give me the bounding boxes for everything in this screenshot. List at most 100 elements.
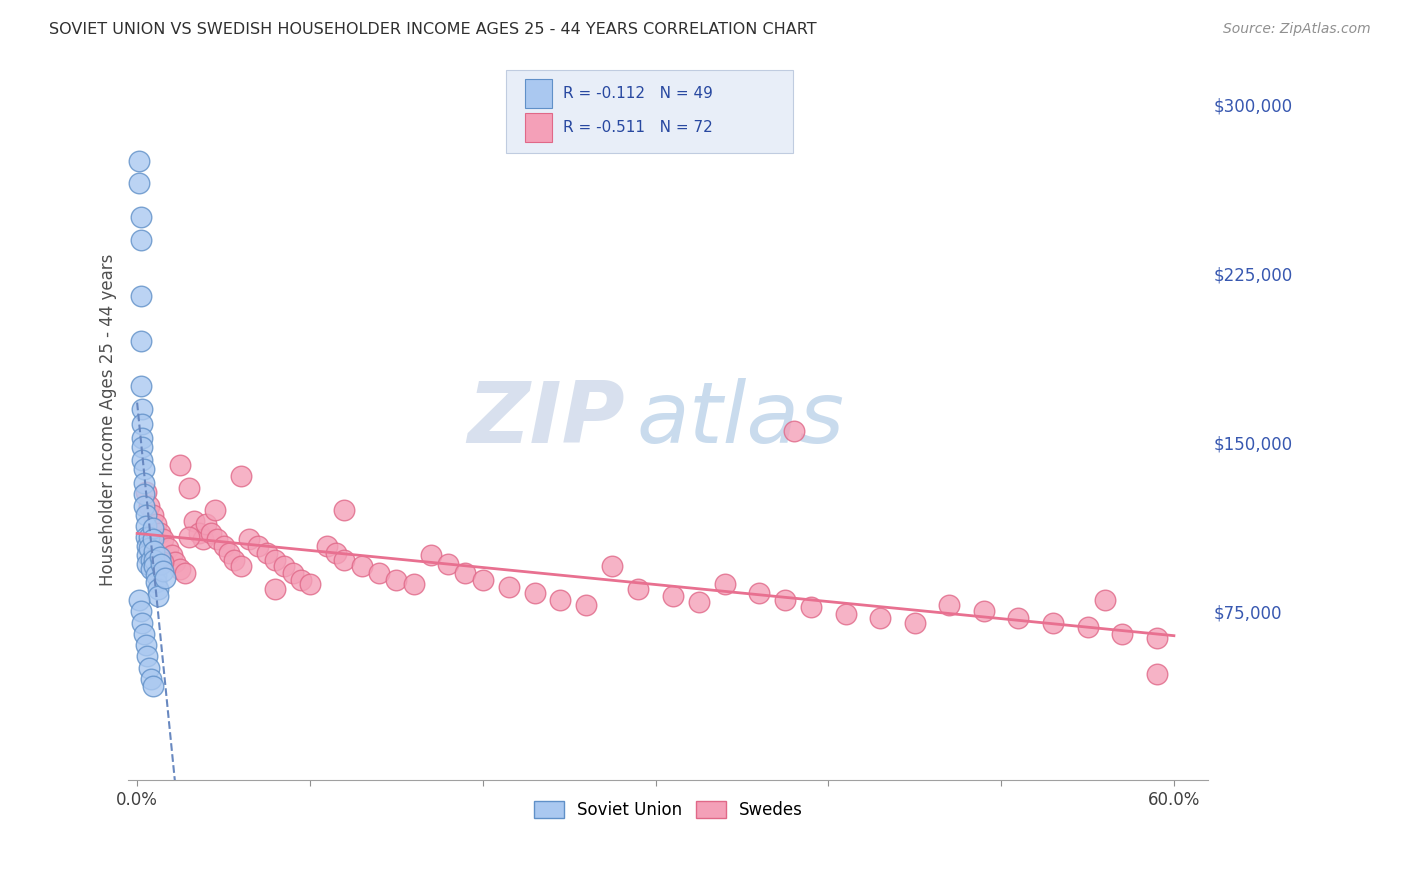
FancyBboxPatch shape <box>524 79 551 108</box>
Point <box>600 559 623 574</box>
Point <box>385 573 408 587</box>
Point <box>773 593 796 607</box>
Point <box>148 525 170 540</box>
Point <box>229 469 252 483</box>
Point <box>523 586 546 600</box>
Point <box>783 424 806 438</box>
Point <box>136 649 159 664</box>
Point <box>131 431 153 445</box>
Point <box>128 593 150 607</box>
Point <box>688 595 710 609</box>
Point <box>135 485 157 500</box>
Point <box>290 573 312 587</box>
Point <box>1094 593 1116 607</box>
Point <box>1146 632 1168 646</box>
Point <box>129 211 152 225</box>
Point <box>183 514 205 528</box>
Point <box>129 334 152 348</box>
Point <box>188 525 211 540</box>
Y-axis label: Householder Income Ages 25 - 44 years: Householder Income Ages 25 - 44 years <box>100 253 117 586</box>
Point <box>139 552 162 566</box>
Point <box>298 577 321 591</box>
Point <box>498 580 520 594</box>
Point <box>145 568 167 582</box>
Legend: Soviet Union, Swedes: Soviet Union, Swedes <box>527 795 810 826</box>
Point <box>152 555 174 569</box>
Point <box>132 475 155 490</box>
Point <box>145 516 167 531</box>
Point <box>131 401 153 416</box>
Point <box>136 539 159 553</box>
Point <box>131 453 153 467</box>
Text: R = -0.112   N = 49: R = -0.112 N = 49 <box>562 87 713 101</box>
Point <box>1111 627 1133 641</box>
Point <box>128 153 150 168</box>
Point <box>550 593 572 607</box>
Point <box>471 573 494 587</box>
Point <box>165 555 187 569</box>
Point <box>177 481 200 495</box>
Point <box>138 541 160 556</box>
Text: Source: ZipAtlas.com: Source: ZipAtlas.com <box>1223 22 1371 37</box>
Point <box>135 508 157 522</box>
Point <box>333 503 356 517</box>
Text: R = -0.511   N = 72: R = -0.511 N = 72 <box>562 120 713 136</box>
Point <box>333 552 356 566</box>
Point <box>129 233 152 247</box>
Point <box>800 599 823 614</box>
Point <box>139 672 162 686</box>
Text: ZIP: ZIP <box>468 378 626 461</box>
Point <box>437 557 460 571</box>
Point <box>973 604 995 618</box>
FancyBboxPatch shape <box>524 113 551 142</box>
Point <box>454 566 477 580</box>
Point <box>627 582 650 596</box>
Point <box>256 546 278 560</box>
Point <box>316 539 339 553</box>
Point <box>132 462 155 476</box>
Point <box>146 582 169 596</box>
Point <box>152 533 174 547</box>
Point <box>132 487 155 501</box>
Point <box>273 559 295 574</box>
Point <box>142 679 165 693</box>
Point <box>191 533 214 547</box>
Point <box>195 516 218 531</box>
Point <box>146 589 169 603</box>
Point <box>218 546 240 560</box>
Point <box>281 566 304 580</box>
Point <box>834 607 856 621</box>
Point <box>402 577 425 591</box>
Point <box>145 575 167 590</box>
Point <box>131 440 153 454</box>
Text: SOVIET UNION VS SWEDISH HOUSEHOLDER INCOME AGES 25 - 44 YEARS CORRELATION CHART: SOVIET UNION VS SWEDISH HOUSEHOLDER INCO… <box>49 22 817 37</box>
Point <box>142 521 165 535</box>
Point <box>153 571 176 585</box>
Point <box>152 564 174 578</box>
Point <box>136 557 159 571</box>
Point <box>575 598 598 612</box>
Point <box>222 552 245 566</box>
Point <box>1007 611 1029 625</box>
Point <box>143 543 166 558</box>
Point <box>139 561 162 575</box>
Point <box>174 566 197 580</box>
Point <box>1146 667 1168 681</box>
Point <box>157 541 180 556</box>
Point <box>204 503 226 517</box>
Point <box>904 615 927 630</box>
Point <box>135 638 157 652</box>
Point <box>131 615 153 630</box>
Point <box>132 499 155 513</box>
Point <box>350 559 373 574</box>
Point <box>138 499 160 513</box>
Point <box>938 598 960 612</box>
Point <box>143 552 166 566</box>
Point <box>713 577 735 591</box>
Point <box>160 548 183 562</box>
Point <box>368 566 391 580</box>
Point <box>200 525 222 540</box>
Point <box>135 518 157 533</box>
Point <box>128 177 150 191</box>
Text: atlas: atlas <box>636 378 844 461</box>
